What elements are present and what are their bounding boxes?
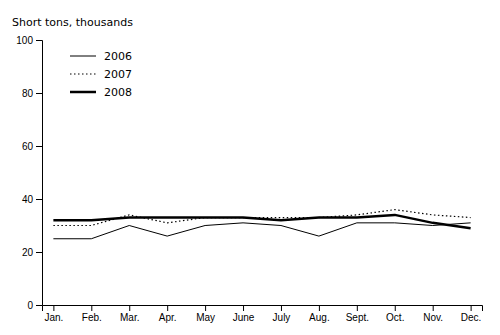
tick-mark [357, 305, 358, 311]
chart: 0 20 40 60 80 100 Jan. Feb. Mar. Apr. May June July A… [0, 0, 500, 335]
x-axis: Jan. Feb. Mar. Apr. May June July Aug. Sept. Oct.… [43, 305, 483, 323]
legend-label: 2006 [104, 50, 132, 63]
tick-label: July [273, 312, 291, 323]
tick: Feb. [82, 305, 102, 323]
legend-label: 2007 [104, 68, 132, 81]
legend-item: 2008 [70, 86, 132, 99]
tick-mark [36, 93, 42, 94]
tick: 100 [16, 35, 42, 46]
tick-mark [36, 146, 42, 147]
tick-label: Mar. [120, 312, 139, 323]
series-line [53, 215, 470, 228]
tick-label: 80 [22, 88, 34, 99]
tick-mark [433, 305, 434, 311]
tick-mark [243, 305, 244, 311]
tick: Oct. [386, 305, 404, 323]
tick: Nov. [423, 305, 443, 323]
tick-mark [281, 305, 282, 311]
tick: Aug. [309, 305, 330, 323]
y-axis-title: Short tons, thousands [12, 16, 133, 29]
tick-label: 100 [16, 35, 33, 46]
tick-label: May [196, 312, 215, 323]
tick: Mar. [120, 305, 139, 323]
axis-line [36, 41, 43, 306]
tick-label: Oct. [386, 312, 404, 323]
lines [53, 210, 470, 239]
tick-mark [395, 305, 396, 311]
tick-label: June [233, 312, 255, 323]
legend-item: 2006 [70, 50, 132, 63]
tick: 80 [22, 88, 42, 99]
tick-mark [205, 305, 206, 311]
tick-label: Nov. [423, 312, 443, 323]
tick-mark [53, 305, 54, 311]
tick: Jan. [44, 305, 63, 323]
tick-mark [36, 305, 42, 306]
tick-label: Jan. [44, 312, 63, 323]
legend: 2006 2007 2008 [70, 50, 132, 99]
tick: Apr. [159, 305, 177, 323]
tick-label: Aug. [309, 312, 330, 323]
plot: 0 20 40 60 80 100 Jan. Feb. Mar. Apr. May June July A… [16, 35, 482, 323]
tick-label: 60 [22, 141, 34, 152]
tick: Dec. [461, 305, 482, 323]
tick: June [233, 305, 255, 323]
tick: Sept. [346, 305, 369, 323]
tick-label: 0 [27, 300, 33, 311]
legend-item: 2007 [70, 68, 132, 81]
tick-label: Dec. [461, 312, 482, 323]
y-axis: 0 20 40 60 80 100 [16, 35, 42, 311]
tick: 60 [22, 141, 42, 152]
tick-mark [36, 199, 42, 200]
tick-mark [91, 305, 92, 311]
tick-mark [167, 305, 168, 311]
tick-mark [36, 252, 42, 253]
tick-mark [36, 40, 42, 41]
tick-label: Feb. [82, 312, 102, 323]
legend-label: 2008 [104, 86, 132, 99]
legend-swatch [70, 56, 96, 57]
tick: May [196, 305, 215, 323]
tick-mark [129, 305, 130, 311]
tick: 40 [22, 194, 42, 205]
series-line [53, 223, 470, 239]
tick: 20 [22, 247, 42, 258]
tick-mark [471, 305, 472, 311]
legend-swatch [70, 91, 96, 94]
legend-swatch [70, 73, 96, 74]
tick-mark [319, 305, 320, 311]
tick: 0 [27, 300, 42, 311]
tick-label: 20 [22, 247, 34, 258]
tick: July [273, 305, 291, 323]
tick-label: Sept. [346, 312, 369, 323]
tick-label: 40 [22, 194, 34, 205]
axis-line [43, 306, 483, 312]
tick-label: Apr. [159, 312, 177, 323]
